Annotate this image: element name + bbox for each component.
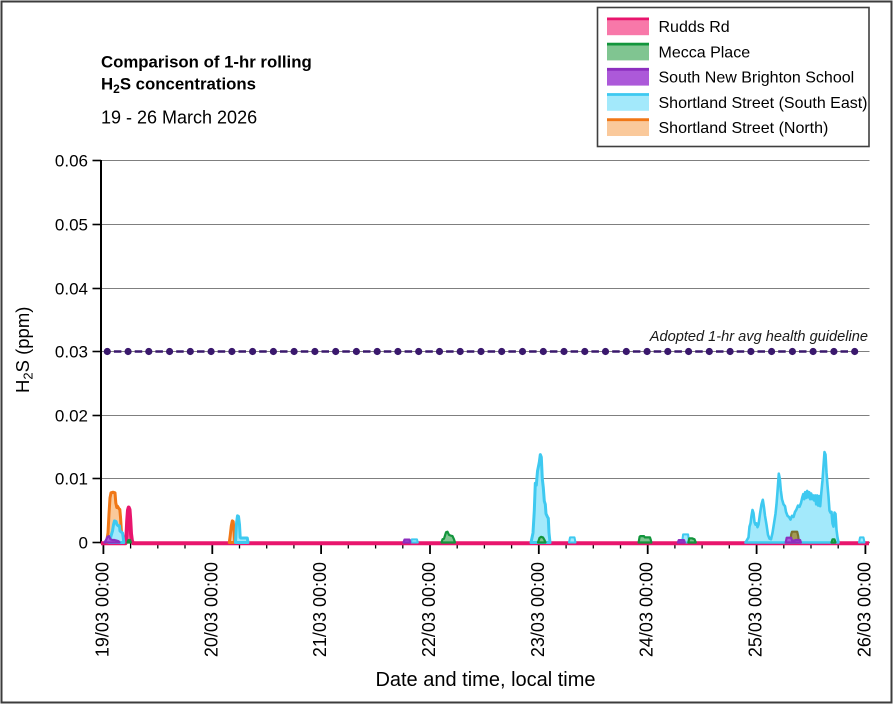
svg-text:0.02: 0.02: [55, 407, 88, 426]
svg-text:24/03 00:00: 24/03 00:00: [637, 562, 657, 657]
svg-text:Comparison of 1-hr rolling: Comparison of 1-hr rolling: [101, 53, 312, 72]
svg-text:19 - 26 March 2026: 19 - 26 March 2026: [101, 108, 257, 128]
svg-text:Shortland Street (North): Shortland Street (North): [659, 120, 829, 137]
svg-text:0.04: 0.04: [55, 280, 88, 299]
svg-text:25/03 00:00: 25/03 00:00: [746, 562, 766, 657]
svg-text:0.01: 0.01: [55, 470, 88, 489]
svg-text:H2S concentrations: H2S concentrations: [101, 75, 256, 97]
svg-text:0.03: 0.03: [55, 343, 88, 362]
svg-text:0: 0: [79, 534, 88, 553]
svg-text:23/03 00:00: 23/03 00:00: [528, 562, 548, 657]
svg-text:South New Brighton School: South New Brighton School: [659, 70, 855, 87]
svg-text:Adopted 1-hr avg health guidel: Adopted 1-hr avg health guideline: [649, 329, 868, 345]
svg-text:H2S (ppm): H2S (ppm): [12, 307, 36, 393]
svg-text:Shortland Street (South East): Shortland Street (South East): [659, 95, 868, 112]
svg-text:Date and time, local time: Date and time, local time: [375, 669, 595, 691]
svg-text:Mecca Place: Mecca Place: [659, 44, 751, 61]
svg-text:26/03 00:00: 26/03 00:00: [854, 562, 874, 657]
svg-text:20/03 00:00: 20/03 00:00: [201, 562, 221, 657]
svg-text:21/03 00:00: 21/03 00:00: [310, 562, 330, 657]
svg-text:19/03 00:00: 19/03 00:00: [92, 562, 112, 657]
svg-text:0.05: 0.05: [55, 216, 88, 235]
svg-text:Rudds Rd: Rudds Rd: [659, 19, 730, 36]
svg-text:0.06: 0.06: [55, 152, 88, 171]
svg-text:22/03 00:00: 22/03 00:00: [419, 562, 439, 657]
